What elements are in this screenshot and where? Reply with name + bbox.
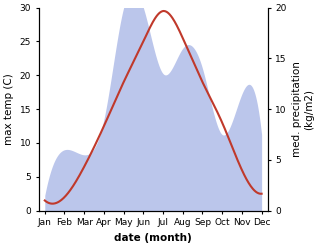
- Y-axis label: med. precipitation
(kg/m2): med. precipitation (kg/m2): [292, 61, 314, 157]
- Y-axis label: max temp (C): max temp (C): [4, 73, 14, 145]
- X-axis label: date (month): date (month): [114, 233, 192, 243]
